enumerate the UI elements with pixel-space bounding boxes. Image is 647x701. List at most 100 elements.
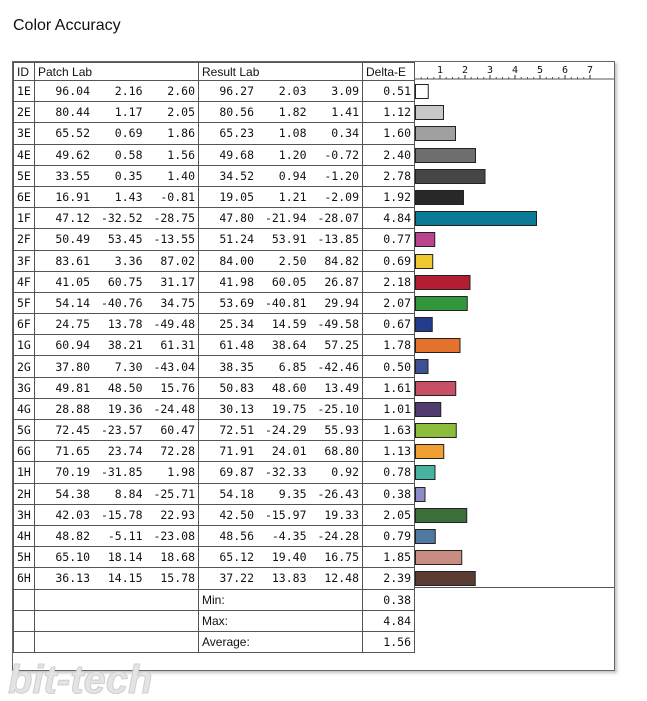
- result-lab-value: 57.25: [324, 338, 359, 353]
- patch-id: 1E: [13, 79, 35, 103]
- patch-lab-value: 47.12: [55, 211, 90, 226]
- patch-lab-value: 61.31: [160, 338, 195, 353]
- patch-lab-value: 48.82: [55, 529, 90, 544]
- summary-row: Max: 4.84: [13, 609, 415, 632]
- patch-lab-value: -31.85: [100, 465, 143, 480]
- result-lab-value: 24.01: [271, 444, 307, 459]
- result-lab-value: 55.93: [324, 423, 359, 438]
- result-lab-value: 0.34: [331, 126, 359, 141]
- table-row: 4E 49.62 0.58 1.56 49.68 1.20 -0.72 2.40: [13, 143, 415, 166]
- patch-lab-value: 31.17: [160, 274, 195, 289]
- result-lab-value: -1.20: [324, 168, 359, 183]
- result-lab-value: 1.08: [278, 126, 307, 141]
- result-lab-value: 9.35: [278, 486, 307, 501]
- patch-id: 4E: [13, 143, 35, 166]
- patch-lab-value: -40.76: [100, 295, 143, 310]
- result-lab-cell: 72.51 -24.29 55.93: [198, 418, 363, 442]
- result-lab-value: -13.85: [317, 232, 359, 247]
- result-lab-value: 37.22: [219, 571, 254, 586]
- delta-e-value: 2.05: [362, 503, 415, 526]
- patch-lab-value: 18.14: [107, 550, 143, 565]
- delta-e-value: 1.12: [362, 101, 415, 124]
- patch-lab-cell: 36.13 14.15 15.78: [34, 567, 199, 590]
- summary-value: 4.84: [362, 609, 415, 632]
- result-lab-value: 69.87: [219, 465, 254, 480]
- result-lab-value: 51.24: [219, 232, 254, 247]
- patch-lab-value: 65.10: [55, 550, 90, 565]
- result-lab-value: 48.56: [219, 529, 254, 544]
- delta-e-bar-2h: [415, 487, 426, 502]
- summary-blank: [13, 588, 35, 611]
- patch-lab-cell: 60.94 38.21 61.31: [34, 334, 199, 357]
- patch-lab-value: 34.75: [160, 295, 195, 310]
- bar-chart-svg: 1 2 3 4 5 6 7: [415, 65, 614, 588]
- delta-e-bar-6f: [415, 317, 433, 332]
- delta-e-value: 0.79: [362, 524, 415, 548]
- delta-e-value: 2.18: [362, 270, 415, 293]
- patch-lab-cell: 47.12 -32.52 -28.75: [34, 207, 199, 230]
- color-accuracy-panel: ID Patch Lab Result Lab Delta-E 1E 96.04 2…: [12, 61, 615, 671]
- result-lab-value: 19.75: [271, 401, 307, 416]
- patch-lab-cell: 16.91 1.43 -0.81: [34, 185, 199, 209]
- patch-lab-value: 3.36: [114, 253, 143, 268]
- summary-value: 1.56: [362, 630, 415, 654]
- table-row: 3E 65.52 0.69 1.86 65.23 1.08 0.34 1.60: [13, 122, 415, 145]
- patch-lab-value: -28.75: [153, 211, 195, 226]
- patch-lab-value: -0.81: [160, 190, 195, 205]
- delta-e-bar-3g: [415, 381, 457, 396]
- delta-e-bar-1e: [415, 84, 429, 99]
- patch-lab-value: 33.55: [55, 168, 90, 183]
- result-lab-value: -0.72: [324, 147, 359, 162]
- result-lab-value: -15.97: [264, 507, 307, 522]
- patch-id: 6G: [13, 440, 35, 463]
- delta-e-value: 2.40: [362, 143, 415, 166]
- delta-e-bar-5h: [415, 550, 463, 565]
- delta-e-value: 1.60: [362, 122, 415, 145]
- patch-lab-value: 80.44: [55, 105, 90, 120]
- patch-lab-value: 0.35: [114, 168, 143, 183]
- patch-id: 6H: [13, 567, 35, 590]
- table-row: 1F 47.12 -32.52 -28.75 47.80 -21.94 -28.07 4.84: [13, 207, 415, 230]
- patch-lab-value: 65.52: [55, 126, 90, 141]
- patch-lab-value: -24.48: [153, 401, 195, 416]
- patch-lab-cell: 42.03 -15.78 22.93: [34, 503, 199, 526]
- delta-e-bar-5f: [415, 296, 468, 311]
- summary-label: Max:: [198, 609, 363, 632]
- patch-id: 3G: [13, 376, 35, 399]
- patch-lab-value: -43.04: [153, 359, 195, 374]
- result-lab-value: -24.29: [264, 423, 307, 438]
- patch-lab-cell: 24.75 13.78 -49.48: [34, 313, 199, 336]
- patch-lab-value: -32.52: [100, 211, 143, 226]
- patch-lab-value: 2.60: [167, 84, 195, 99]
- table-row: 6F 24.75 13.78 -49.48 25.34 14.59 -49.58 0.67: [13, 313, 415, 336]
- table-row: 5E 33.55 0.35 1.40 34.52 0.94 -1.20 2.78: [13, 164, 415, 187]
- patch-lab-value: 8.84: [114, 486, 143, 501]
- patch-lab-value: -13.55: [153, 232, 195, 247]
- patch-lab-cell: 49.81 48.50 15.76: [34, 376, 199, 399]
- patch-lab-value: 14.15: [107, 571, 143, 586]
- patch-id: 2G: [13, 355, 35, 378]
- result-lab-value: 41.98: [219, 274, 254, 289]
- result-lab-value: 1.21: [278, 190, 307, 205]
- patch-id: 2H: [13, 482, 35, 505]
- result-lab-value: 1.41: [331, 105, 359, 120]
- patch-lab-value: 15.78: [160, 571, 195, 586]
- patch-id: 3F: [13, 249, 35, 272]
- patch-lab-value: 54.14: [55, 295, 90, 310]
- patch-lab-value: 41.05: [55, 274, 90, 289]
- patch-lab-value: 60.75: [107, 274, 143, 289]
- delta-e-bar-2e: [415, 105, 444, 120]
- result-lab-value: 30.13: [219, 401, 254, 416]
- patch-id: 5F: [13, 291, 35, 315]
- result-lab-value: 2.03: [278, 84, 307, 99]
- patch-id: 6E: [13, 185, 35, 209]
- delta-e-bar-1h: [415, 465, 436, 480]
- delta-e-value: 0.50: [362, 355, 415, 378]
- delta-e-bar-6g: [415, 444, 445, 459]
- patch-lab-cell: 65.52 0.69 1.86: [34, 122, 199, 145]
- delta-e-value: 1.13: [362, 440, 415, 463]
- patch-lab-value: 96.04: [55, 84, 90, 99]
- patch-lab-value: 15.76: [160, 380, 195, 395]
- result-lab-value: 34.52: [219, 168, 254, 183]
- result-lab-value: 25.34: [219, 317, 254, 332]
